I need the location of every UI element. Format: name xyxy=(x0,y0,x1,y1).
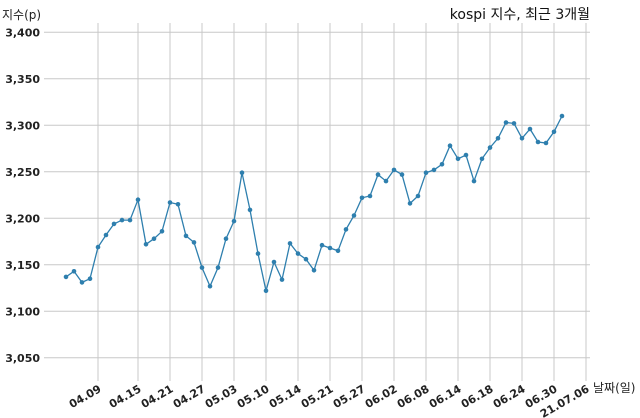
data-point xyxy=(151,236,157,241)
y-axis-ticks: 3,050 3,100 3,150 3,200 3,250 3,300 3,350 3,400 xyxy=(5,26,40,364)
data-point xyxy=(63,274,69,280)
data-point xyxy=(279,277,285,282)
x-tick-label: 05.21 xyxy=(299,382,336,411)
data-point xyxy=(543,140,549,146)
x-tick-label: 04.27 xyxy=(171,382,208,411)
data-point xyxy=(367,193,373,199)
data-point xyxy=(239,170,245,175)
data-point xyxy=(415,193,421,199)
x-tick-label: 04.21 xyxy=(139,382,176,411)
data-point xyxy=(423,170,429,175)
x-axis-label: 날짜(일) xyxy=(593,381,635,395)
data-point xyxy=(439,162,445,167)
x-tick-label: 05.27 xyxy=(331,382,368,411)
x-tick-label: 05.10 xyxy=(235,382,272,411)
data-point xyxy=(535,139,541,145)
data-point xyxy=(95,244,101,250)
data-point xyxy=(143,242,149,247)
chart-title: kospi 지수, 최근 3개월 xyxy=(450,7,590,23)
data-point xyxy=(127,217,133,223)
data-point xyxy=(303,256,309,262)
data-point xyxy=(527,126,533,132)
y-tick-label: 3,100 xyxy=(5,305,40,318)
data-point xyxy=(207,283,213,289)
data-point xyxy=(327,245,333,251)
data-point xyxy=(175,202,181,207)
y-tick-label: 3,300 xyxy=(5,119,40,132)
data-point xyxy=(119,217,125,223)
data-point xyxy=(167,200,173,205)
x-tick-label: 05.03 xyxy=(203,382,240,411)
data-point xyxy=(487,145,493,150)
y-axis-label: 지수(p) xyxy=(2,8,41,22)
data-point xyxy=(159,229,165,234)
y-tick-label: 3,350 xyxy=(5,73,40,86)
data-point xyxy=(335,248,341,254)
x-tick-label: 04.09 xyxy=(67,382,104,411)
x-tick-label: 04.15 xyxy=(107,382,144,411)
x-tick-label: 06.18 xyxy=(459,382,496,411)
y-tick-label: 3,400 xyxy=(5,26,40,39)
data-point xyxy=(391,167,397,173)
data-point xyxy=(511,121,517,126)
data-point xyxy=(559,113,565,119)
data-point xyxy=(503,120,509,125)
y-tick-label: 3,200 xyxy=(5,212,40,225)
data-point xyxy=(223,236,229,241)
data-point xyxy=(359,195,365,201)
data-point xyxy=(191,240,197,245)
y-tick-label: 3,050 xyxy=(5,352,40,365)
data-point xyxy=(519,136,525,141)
data-point xyxy=(455,156,461,162)
data-point xyxy=(375,172,381,177)
data-point xyxy=(231,218,237,224)
data-point xyxy=(271,259,277,265)
y-tick-label: 3,250 xyxy=(5,166,40,179)
series-layer xyxy=(63,113,565,294)
data-point xyxy=(103,232,109,238)
data-point xyxy=(399,172,405,177)
data-point xyxy=(447,143,453,148)
data-point xyxy=(87,276,93,282)
y-tick-label: 3,150 xyxy=(5,259,40,272)
x-tick-label: 05.14 xyxy=(267,382,304,411)
data-point xyxy=(215,265,221,270)
x-axis-ticks: 04.09 04.1504.2104.2705.0305.1005.1405.21… xyxy=(67,382,592,418)
data-point xyxy=(263,288,269,294)
data-point xyxy=(471,178,477,184)
data-point xyxy=(287,241,293,246)
data-point xyxy=(351,213,357,218)
data-point xyxy=(135,197,141,202)
data-point xyxy=(343,227,349,232)
x-tick-label: 06.08 xyxy=(395,382,432,411)
data-point xyxy=(311,268,317,273)
data-point xyxy=(183,233,189,239)
data-point xyxy=(255,251,261,256)
x-tick-label: 06.24 xyxy=(491,382,528,411)
x-tick-label: 06.02 xyxy=(363,382,400,411)
data-point xyxy=(463,152,469,158)
data-point xyxy=(71,269,77,274)
data-point xyxy=(111,221,117,227)
x-tick-label: 06.14 xyxy=(427,382,464,411)
data-point xyxy=(199,265,205,270)
data-point xyxy=(551,129,557,135)
data-point xyxy=(247,207,253,213)
data-point xyxy=(479,156,485,162)
data-point xyxy=(431,167,437,173)
data-point xyxy=(407,201,413,206)
data-point xyxy=(383,178,389,184)
gridlines xyxy=(44,23,590,381)
data-point xyxy=(319,242,325,248)
data-point xyxy=(295,251,301,256)
data-point xyxy=(79,280,85,285)
data-point xyxy=(495,136,501,141)
